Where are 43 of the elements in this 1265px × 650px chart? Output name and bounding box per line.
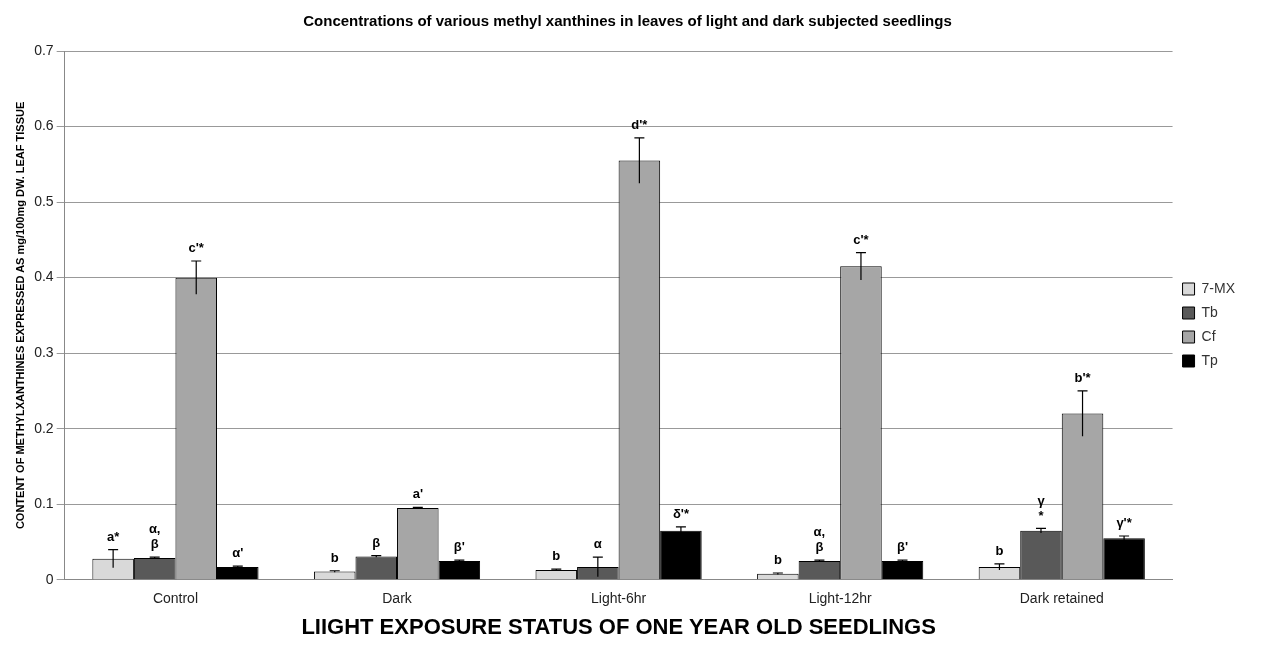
- x-axis-title: LIIGHT EXPOSURE STATUS OF ONE YEAR OLD SEEDLINGS: [301, 613, 936, 639]
- legend-label: Cf: [1201, 327, 1216, 344]
- y-tick-label: 0.1: [34, 495, 54, 512]
- data-label: γ'*: [1116, 515, 1133, 531]
- data-label: α': [232, 545, 244, 561]
- legend-label: Tb: [1201, 303, 1219, 320]
- data-label: α, β: [813, 524, 826, 555]
- data-label: α, β: [148, 521, 161, 552]
- data-label: b: [773, 552, 782, 568]
- data-label: β': [453, 539, 465, 555]
- bar: [217, 566, 259, 580]
- y-tick-label: 0.4: [34, 268, 54, 285]
- data-label: α: [593, 536, 602, 552]
- y-axis-title: CONTENT OF METHYLXANTHINES EXPRESSED AS mg/100mg DW. LEAF TISSUE: [13, 101, 26, 530]
- bar: [881, 560, 924, 580]
- data-label: β': [896, 539, 909, 555]
- chart-title: Concentrations of various methyl xanthines in leaves of light and dark subjected seedlings: [303, 12, 952, 30]
- data-label: δ'*: [672, 506, 690, 521]
- legend-label: 7-MX: [1201, 279, 1236, 296]
- y-tick-label: 0.3: [34, 344, 54, 361]
- y-tick-label: 0.5: [34, 192, 54, 209]
- x-tick-label: Dark: [382, 590, 413, 607]
- data-label: γ *: [1037, 492, 1046, 523]
- y-tick-label: 0.2: [34, 419, 54, 436]
- data-label: c'*: [853, 231, 870, 247]
- x-tick-label: Dark retained: [1019, 590, 1104, 607]
- data-label: b: [552, 548, 561, 564]
- bar: [438, 560, 481, 580]
- data-label: β: [372, 534, 381, 550]
- data-label: b'*: [1074, 370, 1092, 386]
- data-label: b: [995, 543, 1004, 559]
- legend-label: Tp: [1201, 351, 1219, 368]
- data-label: a': [412, 486, 423, 502]
- data-label: a*: [106, 528, 121, 544]
- data-label: b: [330, 549, 339, 565]
- data-label: c'*: [188, 240, 205, 256]
- x-tick-label: Light-12hr: [808, 590, 873, 607]
- data-label: d'*: [631, 116, 649, 132]
- y-tick-label: 0.6: [34, 117, 54, 134]
- y-tick-label: 0.7: [34, 41, 54, 58]
- x-tick-label: Control: [152, 590, 199, 607]
- y-tick-label: 0: [45, 570, 54, 587]
- x-tick-label: Light-6hr: [590, 590, 647, 607]
